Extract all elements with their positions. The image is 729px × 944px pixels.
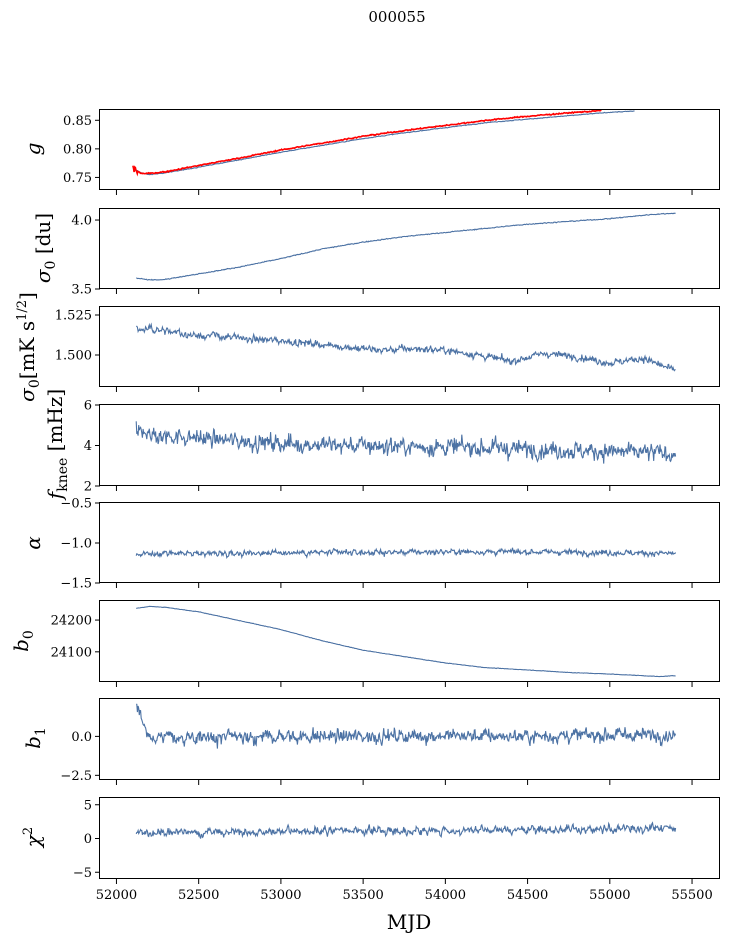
xtick-label-1: 52500 — [178, 888, 219, 903]
ytick-label-sigma0_mk-0: 1.500 — [55, 349, 92, 364]
xtick-label-3: 53500 — [342, 888, 383, 903]
x-axis-label: MJD — [387, 910, 432, 934]
series-line-sigma0_mk-0 — [136, 322, 676, 372]
series-line-chi2-0 — [135, 821, 677, 839]
panel-b1-frame — [99, 698, 720, 780]
xtick-label-6: 55000 — [589, 888, 630, 903]
ytick-label-sigma0_du-0: 3.5 — [71, 283, 92, 298]
ytick-label-g-2: 0.85 — [63, 114, 92, 129]
panel-fknee: fknee [mHz] 2 4 6 — [43, 389, 720, 501]
ytick-label-b1-0: −2.5 — [60, 769, 92, 784]
plot-sigma0-mk: 1.500 1.525 — [55, 309, 693, 392]
ytick-label-sigma0_mk-1: 1.525 — [55, 309, 92, 324]
panel-b0-frame — [99, 600, 720, 682]
xtick-label-4: 54000 — [425, 888, 466, 903]
panel-sigma0-mk-frame — [99, 306, 720, 387]
plot-fknee: 2 4 6 — [84, 399, 693, 495]
plot-alpha: −1.5 −1.0 −0.5 — [60, 497, 693, 592]
series-line-b1-0 — [136, 703, 677, 749]
ytick-label-chi2-2: 5 — [84, 798, 92, 813]
ylabel-fknee: fknee [mHz] — [43, 389, 71, 501]
ytick-label-b0-0: 24100 — [51, 645, 92, 660]
panel-b0: b0 24100 24200 — [9, 600, 720, 687]
ytick-label-fknee-2: 6 — [84, 399, 92, 414]
series-line-fknee-0 — [135, 421, 677, 464]
ylabel-sigma0-du: σ0 [du] — [31, 213, 59, 283]
panel-sigma0-mk: σ0[mK s1/2] 1.500 1.525 — [15, 292, 720, 402]
ylabel-alpha: α — [21, 536, 45, 550]
ytick-label-chi2-0: −5 — [73, 866, 92, 881]
ytick-label-b0-1: 24200 — [51, 614, 92, 629]
ylabel-g: g — [21, 143, 45, 156]
panel-sigma0-du: σ0 [du] 3.5 4.0 — [31, 208, 720, 298]
ylabel-chi2: χ2 — [21, 827, 45, 849]
ytick-label-b1-1: 0.0 — [71, 730, 92, 745]
panel-alpha: α −1.5 −1.0 −0.5 — [21, 497, 720, 592]
ytick-label-fknee-0: 2 — [84, 480, 92, 495]
ylabel-sigma0-mk: σ0[mK s1/2] — [15, 292, 43, 402]
ytick-label-alpha-2: −0.5 — [60, 497, 92, 512]
plot-g: 0.75 0.80 0.85 — [63, 110, 693, 195]
series-line-sigma0_du-0 — [136, 212, 676, 281]
series-line-g-0 — [134, 110, 635, 176]
ytick-label-alpha-0: −1.5 — [60, 577, 92, 592]
ytick-label-g-0: 0.75 — [63, 171, 92, 186]
series-line-g-1 — [132, 110, 602, 177]
figure-title: 000055 — [368, 8, 425, 26]
ylabel-b1: b1 — [21, 727, 49, 749]
xtick-label-5: 54500 — [507, 888, 548, 903]
plot-b0: 24100 24200 — [51, 605, 693, 687]
panel-sigma0-du-frame — [99, 208, 720, 289]
series-line-alpha-0 — [135, 547, 677, 560]
ytick-label-g-1: 0.80 — [63, 142, 92, 157]
plot-b1: −2.5 0.0 — [60, 703, 693, 785]
panel-chi2: χ2 −5 0 5 52000 52500 53000 53500 54000 54500 550… — [21, 797, 720, 903]
plot-chi2: −5 0 5 52000 52500 53000 53500 54000 54500 55000 5… — [73, 798, 713, 903]
ytick-label-chi2-1: 0 — [84, 832, 92, 847]
panel-fknee-frame — [99, 404, 720, 486]
panel-chi2-frame — [99, 797, 720, 879]
xtick-label-2: 53000 — [260, 888, 301, 903]
ylabel-b0: b0 — [9, 630, 37, 652]
plot-sigma0-du: 3.5 4.0 — [71, 212, 693, 298]
series-line-b0-0 — [136, 605, 676, 678]
ytick-label-alpha-1: −1.0 — [60, 537, 92, 552]
panel-b1: b1 −2.5 0.0 — [21, 698, 720, 785]
xtick-label-0: 52000 — [96, 888, 137, 903]
panel-alpha-frame — [99, 502, 720, 583]
ytick-label-fknee-1: 4 — [84, 439, 92, 454]
panel-g: g 0.75 0.80 0.85 — [21, 109, 720, 195]
ytick-label-sigma0_du-1: 4.0 — [71, 214, 92, 229]
panel-g-frame — [99, 109, 720, 190]
xtick-label-7: 55500 — [671, 888, 712, 903]
